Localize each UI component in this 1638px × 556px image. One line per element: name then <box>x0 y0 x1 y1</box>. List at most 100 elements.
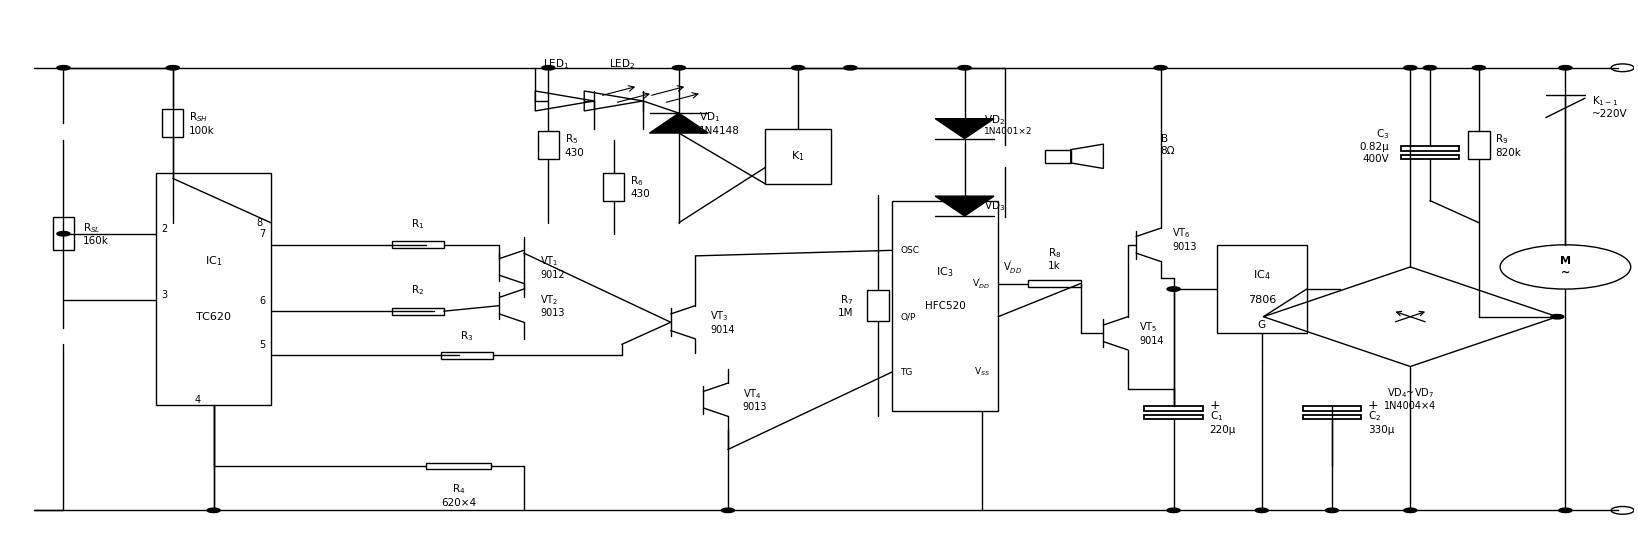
Polygon shape <box>935 196 994 216</box>
Bar <box>765 128 830 184</box>
Text: 1N4001×2: 1N4001×2 <box>984 127 1032 136</box>
Text: 7806: 7806 <box>1248 295 1276 305</box>
Text: LED$_2$: LED$_2$ <box>609 57 636 71</box>
Text: 5: 5 <box>259 340 265 350</box>
Text: R$_2$: R$_2$ <box>411 284 424 297</box>
Circle shape <box>206 508 219 513</box>
Text: M
~: M ~ <box>1559 256 1571 278</box>
Bar <box>52 217 74 250</box>
Text: K$_{1-1}$
~220V: K$_{1-1}$ ~220V <box>1592 94 1627 119</box>
Circle shape <box>844 66 857 70</box>
Text: R$_4$
620×4: R$_4$ 620×4 <box>441 483 477 508</box>
Circle shape <box>1404 508 1417 513</box>
Text: 6: 6 <box>260 296 265 306</box>
Bar <box>1400 146 1459 151</box>
Bar <box>391 308 444 315</box>
Text: VD$_1$
1N4148: VD$_1$ 1N4148 <box>698 111 739 136</box>
Bar <box>426 463 491 469</box>
Text: V$_{DD}^{'}$: V$_{DD}^{'}$ <box>973 276 989 291</box>
Bar <box>537 131 559 159</box>
Text: R$_5$
430: R$_5$ 430 <box>565 132 585 158</box>
Circle shape <box>1473 66 1486 70</box>
Text: R$_{SH}$
100k: R$_{SH}$ 100k <box>188 111 215 136</box>
Text: IC$_4$: IC$_4$ <box>1253 269 1271 282</box>
Bar <box>441 352 493 359</box>
Circle shape <box>57 66 70 70</box>
Text: TG: TG <box>901 368 912 376</box>
Text: VT$_1$
9012: VT$_1$ 9012 <box>541 254 565 280</box>
Bar <box>1045 150 1071 163</box>
Text: R$_3$: R$_3$ <box>460 330 473 343</box>
Text: O/P: O/P <box>901 312 916 321</box>
Bar <box>893 201 998 411</box>
Text: IC$_3$: IC$_3$ <box>937 266 953 279</box>
Circle shape <box>167 66 179 70</box>
Text: C$_2$
330μ: C$_2$ 330μ <box>1368 409 1394 435</box>
Circle shape <box>1155 66 1166 70</box>
Bar <box>1400 155 1459 159</box>
Bar <box>1145 415 1202 419</box>
Text: C$_3$
0.82μ
400V: C$_3$ 0.82μ 400V <box>1360 127 1389 163</box>
Text: TC620: TC620 <box>197 312 231 322</box>
Text: VD$_2$: VD$_2$ <box>984 113 1006 127</box>
Text: IC$_1$: IC$_1$ <box>205 255 223 269</box>
Text: OSC: OSC <box>901 246 919 255</box>
Circle shape <box>1423 66 1437 70</box>
Text: 3: 3 <box>162 290 167 300</box>
Text: VT$_4$
9013: VT$_4$ 9013 <box>742 387 767 413</box>
Text: 7: 7 <box>259 229 265 239</box>
Bar <box>1029 280 1081 287</box>
Text: VD$_3$: VD$_3$ <box>984 199 1006 213</box>
Circle shape <box>672 66 685 70</box>
Text: +: + <box>1368 399 1379 412</box>
Circle shape <box>57 231 70 236</box>
Text: R$_8$
1k: R$_8$ 1k <box>1048 246 1061 271</box>
Text: 2: 2 <box>162 224 167 234</box>
Bar <box>1145 406 1202 411</box>
Circle shape <box>542 66 555 70</box>
Bar <box>162 110 183 137</box>
Circle shape <box>1551 315 1564 319</box>
Text: V$_{DD}^{'}$: V$_{DD}^{'}$ <box>1002 258 1022 276</box>
Polygon shape <box>650 113 708 133</box>
Bar <box>157 173 270 405</box>
Text: 4: 4 <box>195 395 200 405</box>
Circle shape <box>1559 66 1572 70</box>
Circle shape <box>958 66 971 70</box>
Text: VT$_6$
9013: VT$_6$ 9013 <box>1171 227 1196 252</box>
Circle shape <box>721 508 734 513</box>
Text: R$_6$
430: R$_6$ 430 <box>631 174 650 200</box>
Circle shape <box>1559 508 1572 513</box>
Bar <box>1302 406 1361 411</box>
Text: VT$_5$
9014: VT$_5$ 9014 <box>1140 321 1165 346</box>
Polygon shape <box>935 118 994 138</box>
Bar <box>1217 245 1307 334</box>
Circle shape <box>1404 66 1417 70</box>
Text: VD$_4$~VD$_7$
1N4004×4: VD$_4$~VD$_7$ 1N4004×4 <box>1384 386 1437 411</box>
Text: HFC520: HFC520 <box>925 301 965 311</box>
Text: LED$_1$: LED$_1$ <box>544 57 570 71</box>
Text: +: + <box>1209 399 1220 412</box>
Text: G: G <box>1258 320 1266 330</box>
Text: VT$_3$
9014: VT$_3$ 9014 <box>709 310 734 335</box>
Text: C$_1$
220μ: C$_1$ 220μ <box>1209 409 1237 435</box>
Text: R$_7$
1M: R$_7$ 1M <box>839 293 853 319</box>
Circle shape <box>791 66 804 70</box>
Bar <box>1302 415 1361 419</box>
Circle shape <box>1255 508 1268 513</box>
Text: R$_9$
820k: R$_9$ 820k <box>1495 132 1522 158</box>
Text: R$_{SL}$
160k: R$_{SL}$ 160k <box>84 221 108 246</box>
Text: K$_1$: K$_1$ <box>791 150 804 163</box>
Bar <box>1468 131 1489 159</box>
Text: 8: 8 <box>257 218 262 227</box>
Bar <box>391 241 444 248</box>
Circle shape <box>1166 287 1179 291</box>
Text: B
8Ω: B 8Ω <box>1161 135 1174 156</box>
Text: V$_{SS}$: V$_{SS}$ <box>975 366 989 378</box>
Bar <box>603 173 624 201</box>
Text: R$_1$: R$_1$ <box>411 217 424 231</box>
Circle shape <box>1325 508 1338 513</box>
Text: VT$_2$
9013: VT$_2$ 9013 <box>541 293 565 319</box>
Circle shape <box>1166 508 1179 513</box>
Bar <box>868 290 889 321</box>
